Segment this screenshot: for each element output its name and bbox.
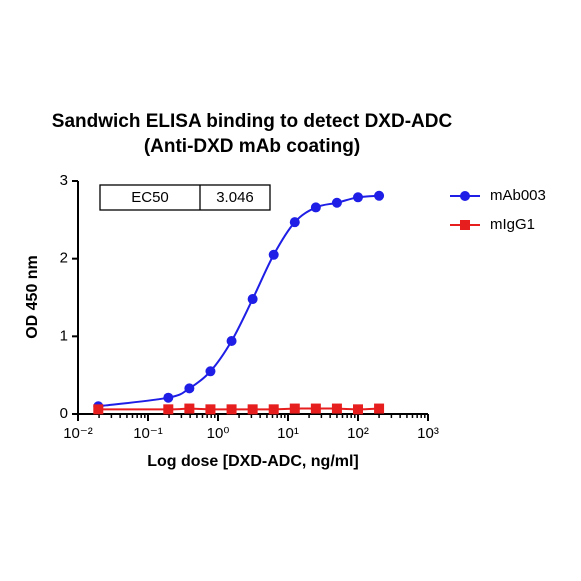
x-tick-label: 10⁻¹ xyxy=(133,425,163,442)
x-axis-label: Log dose [DXD-ADC, ng/ml] xyxy=(147,453,359,470)
data-point xyxy=(205,366,216,377)
data-point xyxy=(268,249,279,260)
ec50-box xyxy=(99,184,271,211)
legend-label: mAb003 xyxy=(490,187,546,204)
ec50-label: EC50 xyxy=(131,189,169,206)
ec50-value: 3.046 xyxy=(216,189,254,206)
legend-label: mIgG1 xyxy=(490,216,535,233)
legend-marker xyxy=(460,191,470,201)
legend-marker xyxy=(460,220,470,230)
y-tick-label: 0 xyxy=(60,405,68,422)
x-tick-label: 10⁻² xyxy=(63,425,93,442)
data-point xyxy=(310,202,321,213)
chart-title: Sandwich ELISA binding to detect DXD-ADC xyxy=(52,111,453,132)
y-tick-label: 1 xyxy=(60,327,68,344)
data-point xyxy=(268,404,279,415)
data-point xyxy=(374,190,385,201)
y-axis-label: OD 450 nm xyxy=(24,255,41,339)
data-point xyxy=(163,392,174,403)
data-point xyxy=(247,294,258,305)
chart-subtitle: (Anti-DXD mAb coating) xyxy=(144,136,360,157)
data-point xyxy=(226,335,237,346)
data-point xyxy=(247,404,258,415)
data-point xyxy=(331,197,342,208)
data-point xyxy=(226,404,237,415)
data-point xyxy=(163,404,174,415)
data-point xyxy=(93,404,104,415)
data-point xyxy=(184,383,195,394)
data-point xyxy=(353,192,363,203)
x-tick-label: 10² xyxy=(347,425,369,442)
series-line xyxy=(98,194,380,408)
data-point xyxy=(289,403,300,414)
x-tick-label: 10³ xyxy=(417,425,439,442)
data-point xyxy=(310,403,321,414)
x-tick-label: 10¹ xyxy=(277,425,299,442)
x-tick-label: 10⁰ xyxy=(207,425,230,442)
y-tick-label: 2 xyxy=(60,250,68,267)
data-point xyxy=(331,403,342,414)
data-point xyxy=(353,404,363,415)
data-point xyxy=(184,403,195,414)
data-point xyxy=(205,404,216,415)
data-point xyxy=(374,403,385,414)
y-tick-label: 3 xyxy=(60,172,68,189)
data-point xyxy=(289,217,300,228)
